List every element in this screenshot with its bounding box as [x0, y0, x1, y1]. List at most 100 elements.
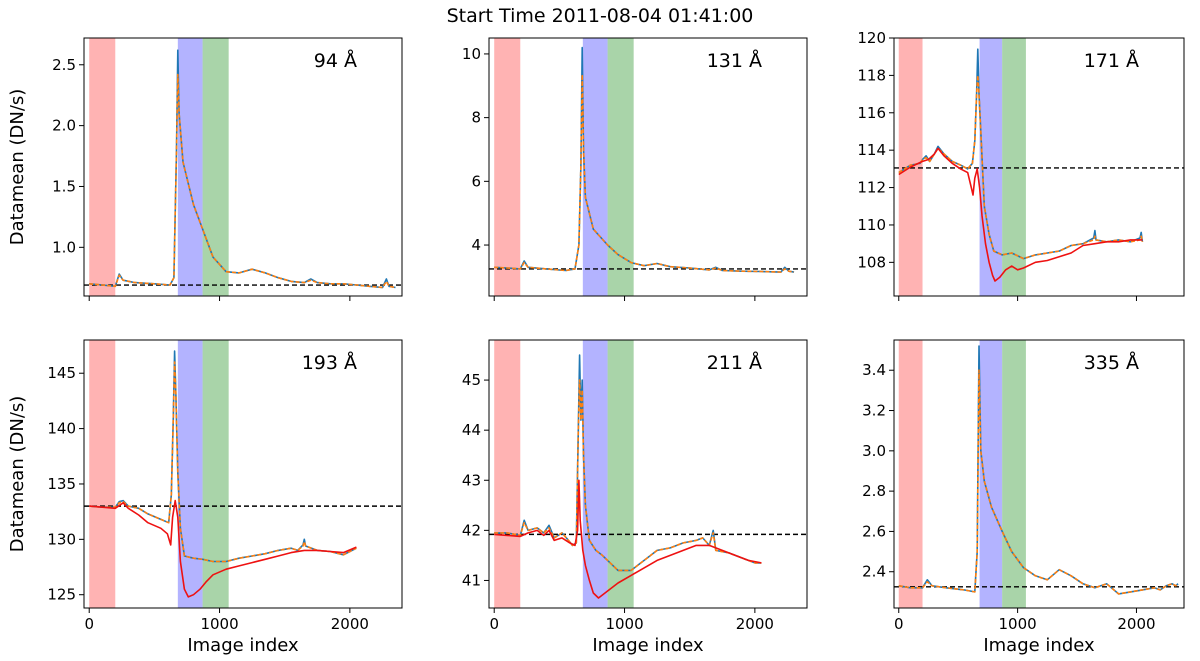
band-blue	[979, 340, 1003, 608]
x-tick-label: 0	[84, 615, 94, 633]
y-tick-label: 42	[462, 521, 481, 539]
wavelength-label: 211 Å	[707, 351, 762, 374]
panel-2: 108 110 112 114 116 118 120 171 Å	[857, 29, 1185, 301]
band-blue	[177, 38, 203, 296]
y-axis-label: Datamean (DN/s)	[7, 396, 28, 553]
suptitle: Start Time 2011-08-04 01:41:00	[447, 5, 754, 27]
wavelength-label: 94 Å	[314, 49, 357, 72]
x-tick-label: 0	[894, 615, 904, 633]
wavelength-label: 335 Å	[1084, 351, 1139, 374]
axes-frame	[488, 37, 808, 297]
y-tick-label: 3.2	[862, 402, 886, 420]
y-axis-label: Datamean (DN/s)	[7, 89, 28, 246]
y-tick-label: 1.0	[52, 238, 76, 256]
wavelength-label: 193 Å	[302, 351, 357, 374]
band-green	[1002, 38, 1026, 296]
band-green	[202, 340, 229, 608]
y-tick-label: 118	[857, 66, 886, 84]
y-tick-label: 4	[471, 236, 481, 254]
y-tick-label: 110	[857, 216, 886, 234]
band-blue	[582, 38, 608, 296]
band-green	[1002, 340, 1026, 608]
series-blue-solid	[494, 46, 795, 273]
band-red	[89, 340, 116, 608]
y-tick-label: 6	[471, 172, 481, 190]
y-tick-label: 120	[857, 29, 886, 47]
plot-area	[84, 38, 402, 296]
y-tick-label: 145	[47, 364, 76, 382]
axes-frame	[893, 339, 1185, 609]
plot-area	[489, 38, 807, 296]
panel-3: 125 130 135 140 145 0 1000 2000 193 Å Datamean (D…	[7, 339, 403, 656]
y-tick-label: 130	[47, 530, 76, 548]
x-axis-label: Image index	[592, 635, 704, 656]
series-blue-solid	[898, 345, 1179, 595]
y-tick-label: 1.5	[52, 177, 76, 195]
plot-area	[489, 340, 807, 608]
band-red	[494, 38, 521, 296]
axes-frame	[488, 339, 808, 609]
x-tick-label: 2000	[331, 615, 369, 633]
y-tick-label: 43	[462, 471, 481, 489]
plot-area	[894, 340, 1184, 608]
wavelength-label: 171 Å	[1084, 49, 1139, 72]
series-red-solid	[898, 147, 1143, 282]
x-tick-label: 2000	[736, 615, 774, 633]
panel-4: 41 42 43 44 45 0 1000 2000 211 Å Image index	[462, 339, 808, 656]
series-orange-dashed	[89, 361, 357, 563]
y-tick-label: 41	[462, 571, 481, 589]
series-orange-dashed	[89, 73, 396, 289]
band-green	[607, 38, 634, 296]
x-tick-label: 1000	[200, 615, 238, 633]
axes-frame	[83, 37, 403, 297]
x-tick-label: 0	[489, 615, 499, 633]
y-tick-label: 135	[47, 475, 76, 493]
series-red-solid	[89, 499, 357, 598]
band-green	[607, 340, 634, 608]
y-tick-label: 2.6	[862, 522, 886, 540]
y-tick-label: 10	[462, 45, 481, 63]
y-tick-label: 3.4	[862, 361, 886, 379]
y-tick-label: 2.8	[862, 482, 886, 500]
series-blue-solid	[89, 49, 396, 289]
band-blue	[582, 340, 608, 608]
series-red-solid	[494, 479, 762, 599]
y-tick-label: 2.4	[862, 563, 886, 581]
series-orange-dashed	[898, 74, 1144, 260]
y-tick-label: 116	[857, 104, 886, 122]
band-blue	[979, 38, 1003, 296]
y-tick-label: 112	[857, 179, 886, 197]
y-tick-label: 8	[471, 109, 481, 127]
y-tick-label: 108	[857, 253, 886, 271]
x-tick-label: 2000	[1117, 615, 1155, 633]
series-orange-dashed	[494, 379, 762, 572]
band-red	[898, 340, 923, 608]
x-tick-label: 1000	[999, 615, 1037, 633]
series-orange-dashed	[494, 73, 795, 273]
axes-frame	[893, 37, 1185, 297]
y-tick-label: 2.5	[52, 56, 76, 74]
y-tick-label: 3.0	[862, 442, 886, 460]
y-tick-label: 114	[857, 141, 886, 159]
band-blue	[177, 340, 203, 608]
x-tick-label: 1000	[605, 615, 643, 633]
y-tick-label: 45	[462, 371, 481, 389]
y-tick-label: 2.0	[52, 117, 76, 135]
y-tick-label: 125	[47, 586, 76, 604]
panel-1: 4 6 8 10 131 Å	[462, 37, 808, 301]
band-red	[494, 340, 521, 608]
panel-5: 2.4 2.6 2.8 3.0 3.2 3.4 0 1000 2000 335 Å Image in…	[862, 339, 1185, 656]
band-red	[89, 38, 116, 296]
band-green	[202, 38, 229, 296]
axes-frame	[83, 339, 403, 609]
wavelength-label: 131 Å	[707, 49, 762, 72]
plot-area	[894, 38, 1184, 296]
y-tick-label: 44	[462, 421, 481, 439]
y-tick-label: 140	[47, 420, 76, 438]
series-orange-dashed	[898, 369, 1179, 595]
x-axis-label: Image index	[983, 635, 1095, 656]
x-axis-label: Image index	[187, 635, 299, 656]
panel-0: 1.0 1.5 2.0 2.5 94 Å Datamean (DN/s)	[7, 37, 403, 301]
plot-area	[84, 340, 402, 608]
